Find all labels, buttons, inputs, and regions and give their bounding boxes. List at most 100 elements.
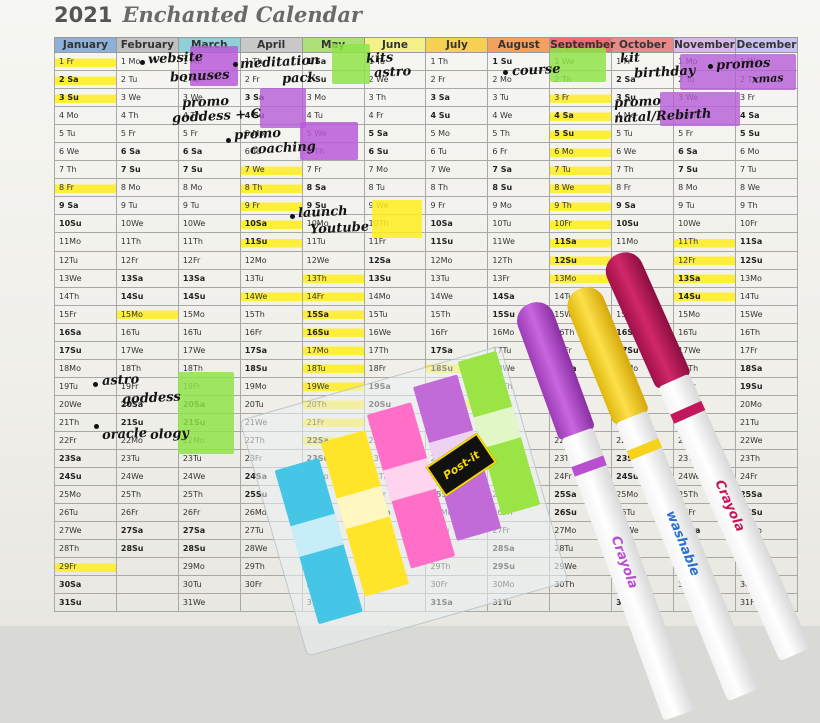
day-cell: 13Tu (425, 268, 489, 288)
note-xmas: xmas (751, 71, 784, 86)
day-cell: 11Su (239, 232, 303, 252)
day-cell (115, 557, 179, 577)
note-kits: kits (365, 50, 394, 67)
day-cell: 8 Mo (177, 178, 241, 198)
day-cell: 27Sa (115, 521, 179, 541)
note-bullet (94, 424, 99, 429)
day-cell: 19Su (734, 376, 799, 396)
day-cell: 8 Sa (301, 178, 365, 198)
note-launch: launch (297, 203, 348, 222)
day-cell: 7 Th (611, 160, 675, 180)
day-cell: 17Su (54, 340, 117, 360)
day-cell: 15Mo (177, 304, 241, 324)
note-astro-goddess: astro (101, 372, 140, 389)
day-cell: 22We (734, 430, 799, 451)
day-cell: 17Mo (301, 340, 365, 360)
day-cell: 12Mo (425, 250, 489, 270)
day-cell: 5 Fr (115, 124, 179, 144)
day-cell: 30Sa (54, 575, 117, 595)
day-cell: 15Mo (673, 304, 736, 324)
day-cell: 28Su (115, 539, 179, 559)
calendar-row: 6 We6 Sa6 Sa6 Tu6 Th6 Su6 Tu6 Fr6 Mo6 We… (54, 142, 799, 162)
day-cell: 3 Sa (425, 88, 489, 108)
day-cell: 27We (54, 521, 117, 541)
day-cell: 6 We (611, 142, 675, 162)
calendar-row: 9 Sa9 Tu9 Tu9 Fr9 Su9 We9 Fr9 Mo9 Th9 Sa… (54, 196, 799, 216)
day-cell: 13Sa (177, 268, 241, 288)
day-cell: 5 Su (734, 124, 799, 144)
day-cell: 10We (115, 214, 179, 234)
note-bullet (226, 138, 231, 143)
day-cell: 15Mo (115, 304, 179, 324)
day-cell: 13We (54, 268, 117, 288)
day-cell: 6 Mo (549, 142, 613, 162)
green-tab-may (332, 44, 370, 84)
day-cell: 12Sa (363, 250, 427, 270)
day-cell: 10Sa (239, 214, 303, 234)
day-cell: 21Tu (734, 412, 799, 432)
day-cell: 3 Mo (301, 88, 365, 108)
day-cell: 7 Su (115, 160, 179, 180)
day-cell: 11We (487, 232, 551, 252)
day-cell: 4 Su (425, 106, 489, 126)
day-cell: 6 We (54, 142, 117, 162)
note-ology: ology (149, 425, 190, 444)
title-year: 2021 (54, 3, 113, 27)
day-cell: 11Th (115, 232, 179, 252)
day-cell: 9 Tu (673, 196, 736, 216)
purple-tab-april (260, 88, 306, 128)
day-cell: 6 Mo (734, 142, 799, 162)
day-cell: 8 Mo (673, 178, 736, 198)
day-cell: 4 Fr (363, 106, 427, 126)
green-tab-march-astro (178, 372, 234, 454)
day-cell (549, 593, 613, 613)
day-cell: 18Th (115, 358, 179, 378)
calendar-row: 8 Fr 8 Mo 8 Mo 8 Th 8 Sa 8 Tu 8 Th 8 Su 8 We 8 Fr… (54, 178, 799, 198)
day-cell: 26Tu (54, 503, 117, 523)
day-cell: 12Fr (177, 250, 241, 270)
day-cell: 16Tu (115, 322, 179, 342)
day-cell: 1 Fr (54, 51, 117, 72)
day-cell: 24We (177, 467, 241, 487)
calendar-row: 11Mo 11Th 11Th 11Su 11Tu 11Fr 11Su 11We 11Sa 11Mo… (54, 232, 799, 252)
day-cell: 18Sa (734, 358, 799, 378)
day-cell: 10Fr (734, 214, 799, 234)
day-cell: 1 Fr (611, 51, 675, 72)
day-cell: 13Su (363, 268, 427, 288)
day-cell: 6 Sa (177, 142, 241, 162)
day-cell: 23Th (734, 449, 799, 469)
day-cell: 20Mo (734, 394, 799, 414)
day-cell: 10We (673, 214, 736, 234)
day-cell: 7 Mo (363, 160, 427, 180)
day-cell: 3 Fr (734, 88, 799, 108)
month-header-april: April (239, 37, 303, 53)
calendar-row: 14Th14Su14Su14We14Fr14Mo14We14Sa14Tu14Th… (54, 286, 799, 306)
day-cell: 16Su (301, 322, 365, 342)
day-cell: 4 Th (177, 106, 241, 126)
month-header-november: November (673, 37, 736, 53)
day-cell: 4 Sa (734, 106, 799, 126)
note-astro-june: astro (373, 64, 412, 81)
day-cell: 10Sa (425, 214, 489, 234)
day-cell: 26Fr (177, 503, 241, 523)
day-cell: 6 Su (363, 142, 427, 162)
day-cell: 30Tu (177, 575, 241, 595)
day-cell: 7 Tu (734, 160, 799, 180)
day-cell: 9 Tu (115, 196, 179, 216)
day-cell: 25Th (115, 485, 179, 505)
note-meditation: meditation (239, 52, 320, 73)
day-cell: 3 We (115, 88, 179, 108)
day-cell: 31We (177, 593, 241, 613)
day-cell: 25Th (177, 485, 241, 505)
day-cell: 24Su (54, 467, 117, 487)
day-cell: 8 Tu (363, 178, 427, 198)
day-cell (115, 575, 179, 595)
calendar-row: 12Tu12Fr12Fr12Mo12We12Sa12Mo12Th12Su12Tu… (54, 250, 799, 270)
day-cell: 23Sa (54, 449, 117, 469)
calendar-row: 15Fr15Mo15Mo15Th15Sa15Tu15Th15Su15We15Fr… (54, 304, 799, 324)
day-cell: 8 We (734, 178, 799, 198)
day-cell: 5 Fr (673, 124, 736, 144)
day-cell: 28Th (54, 539, 117, 559)
day-cell: 16We (363, 322, 427, 342)
day-cell: 8 Th (239, 178, 303, 198)
